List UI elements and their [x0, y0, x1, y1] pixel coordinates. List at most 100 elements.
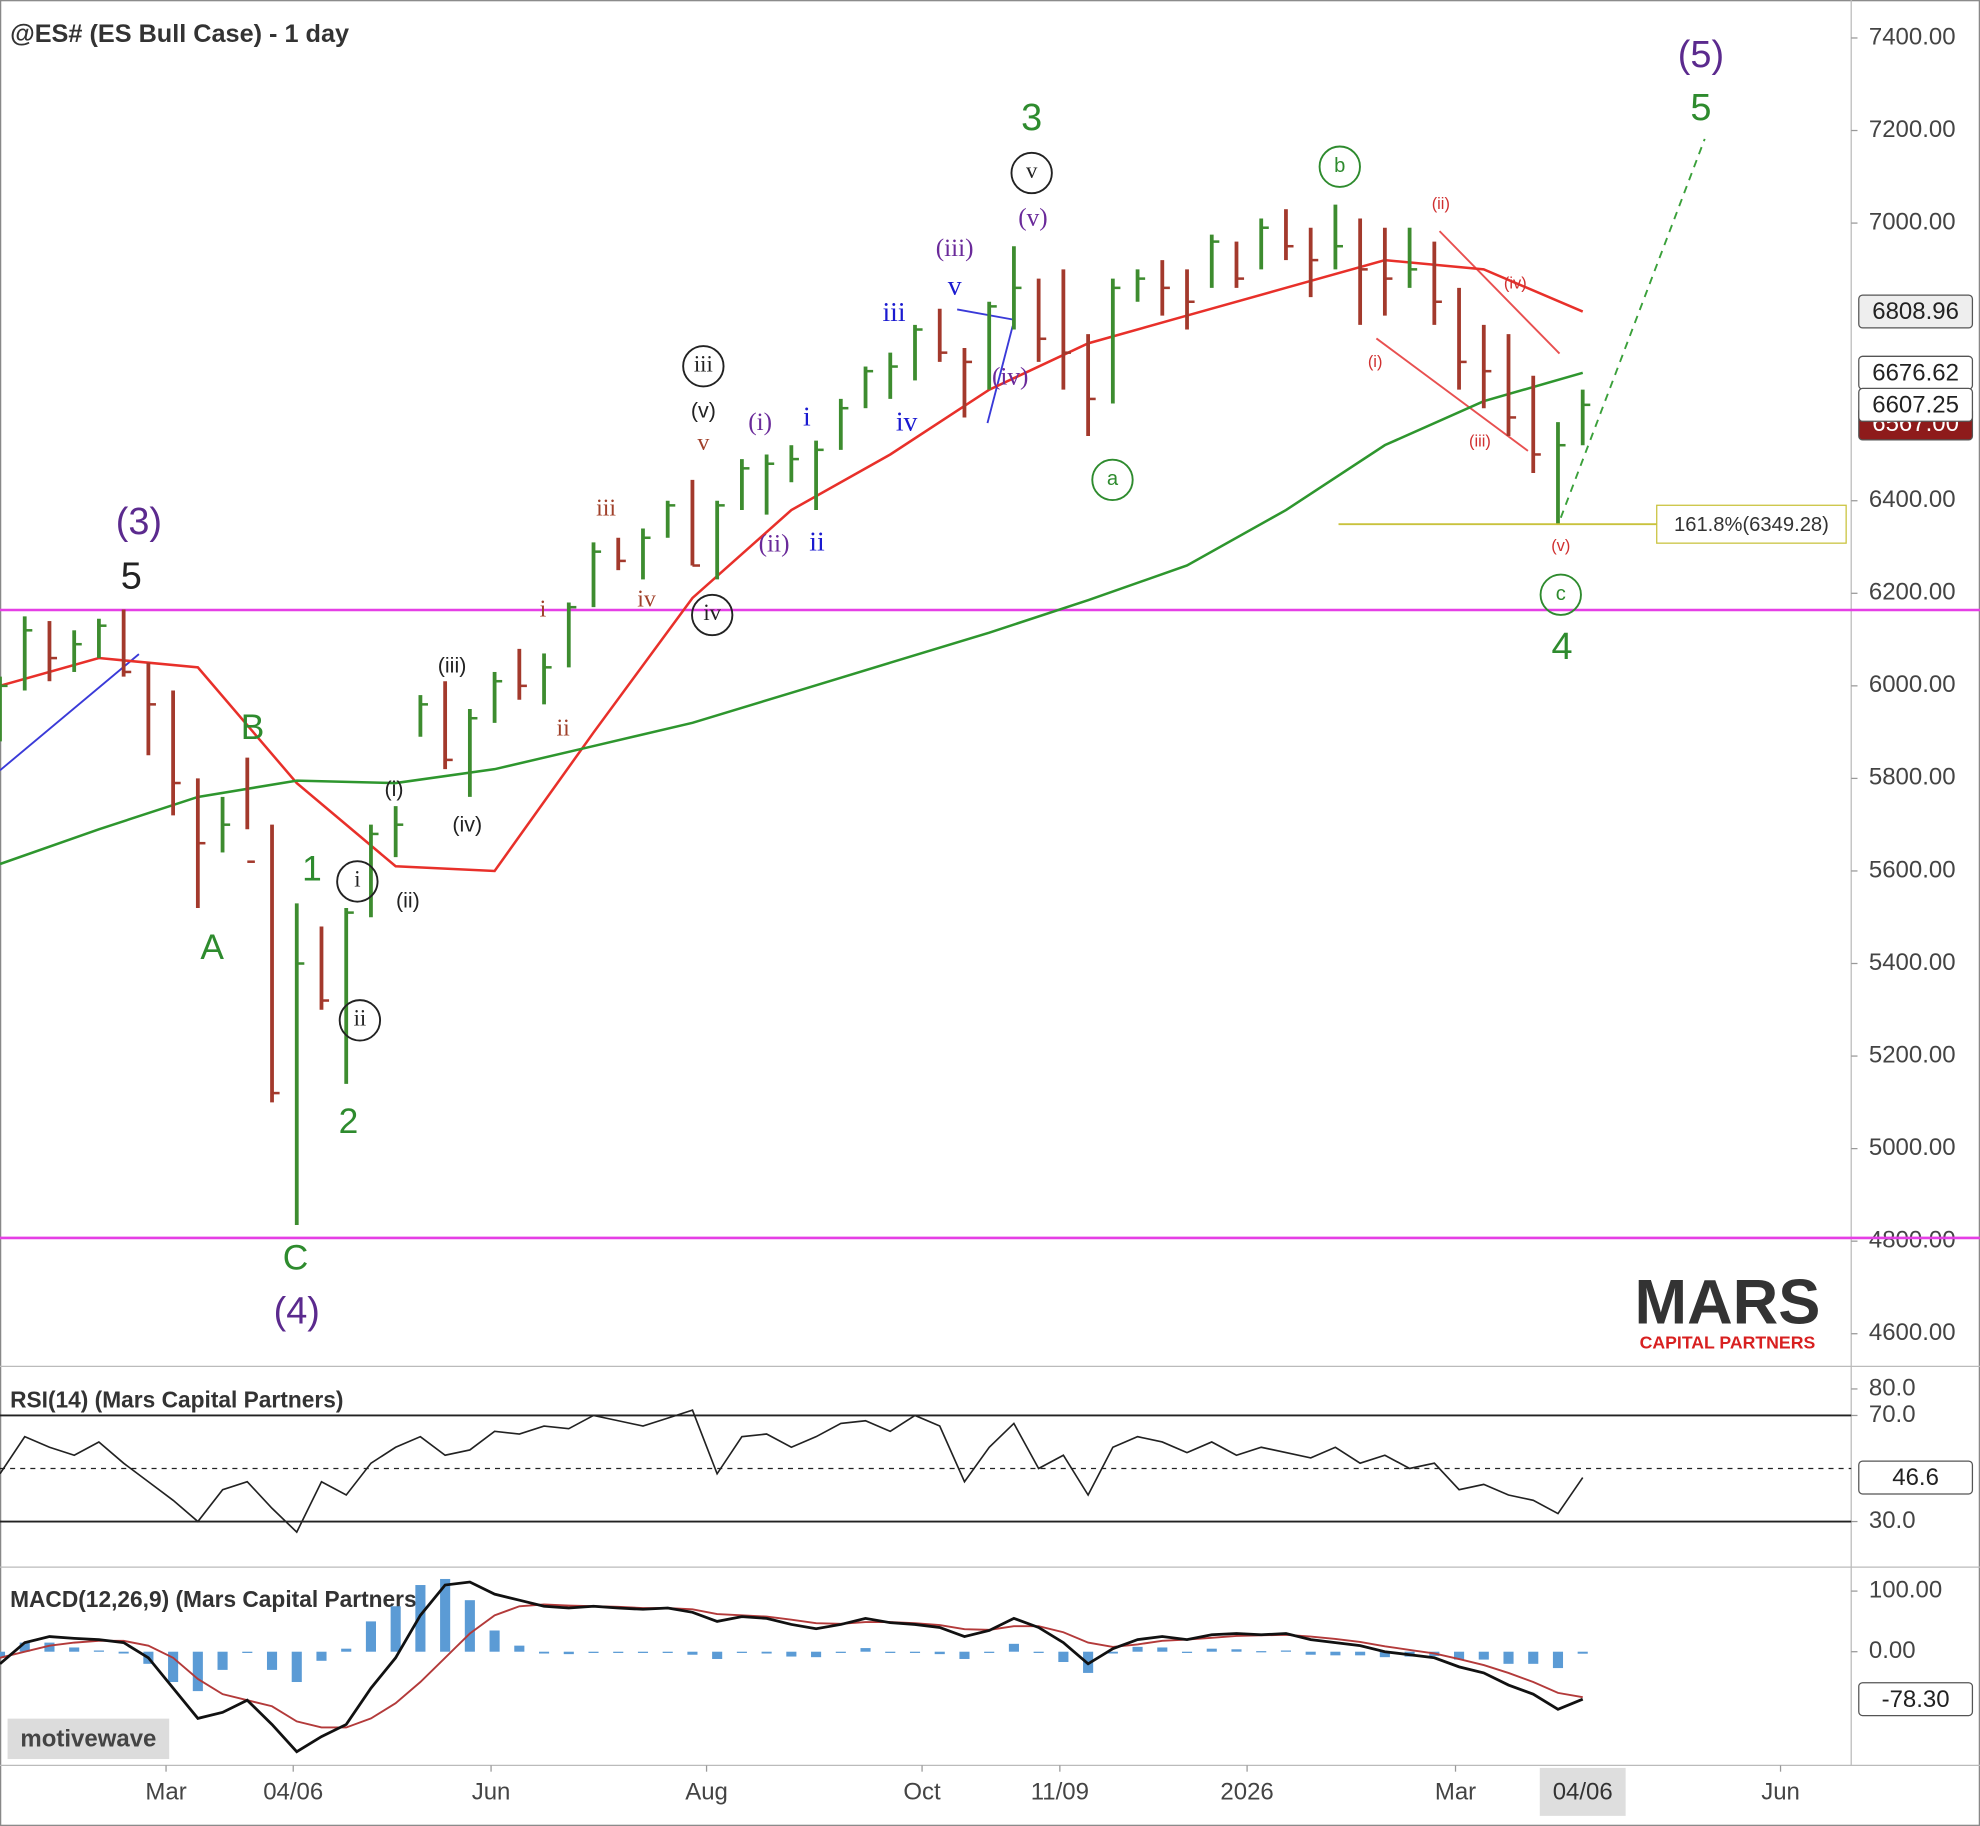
histogram-bar [1231, 1649, 1242, 1652]
y-tick-label: 4800.00 [1869, 1227, 1956, 1254]
wave-label: 1 [302, 850, 322, 889]
histogram-bar [1379, 1651, 1390, 1658]
wave-label: iii [596, 496, 616, 522]
y-tick-label: 6200.00 [1869, 579, 1956, 606]
wave-circle [1091, 458, 1134, 502]
x-tick-label: Mar [145, 1778, 186, 1805]
wave-label: 2 [339, 1102, 359, 1141]
wave-label: c [1556, 583, 1566, 605]
price-label: 46.6 [1892, 1464, 1939, 1491]
wave-circle [338, 999, 382, 1042]
y-tick-label: 6000.00 [1869, 671, 1956, 698]
wave-label: v [948, 270, 962, 301]
histogram-bar [835, 1651, 846, 1653]
wave-circle [1010, 151, 1053, 195]
histogram-bar [19, 1642, 30, 1652]
rsi-line [0, 1409, 1584, 1534]
fib-label: 161.8%(6349.28) [1674, 514, 1829, 536]
wave-label: ii [354, 1006, 367, 1031]
histogram-bar [687, 1651, 698, 1655]
histogram-bar [885, 1651, 896, 1653]
histogram-bar [168, 1651, 179, 1683]
wave-circle [336, 860, 379, 903]
histogram-bar [1330, 1651, 1341, 1656]
histogram-bar [539, 1651, 550, 1654]
histogram-bar [514, 1645, 525, 1652]
histogram-bar [984, 1651, 995, 1653]
histogram-bar [934, 1651, 945, 1655]
watermark: motivewave [20, 1725, 156, 1752]
wave-label: iv [896, 407, 918, 438]
histogram-bar [316, 1651, 327, 1661]
wave-label: v [1026, 158, 1038, 183]
x-tick-label: Jun [472, 1778, 511, 1805]
projection-line [1559, 138, 1706, 519]
wave-label: v [697, 430, 709, 456]
wave-label: ii [809, 527, 825, 558]
histogram-bar [1355, 1651, 1366, 1656]
histogram-bar [341, 1648, 352, 1652]
histogram-bar [909, 1651, 921, 1653]
wedge-line [1438, 230, 1561, 355]
wave-label: (iv) [992, 363, 1028, 391]
histogram-bar [464, 1600, 475, 1652]
histogram-bar [1577, 1651, 1588, 1654]
wave-circle [1539, 573, 1582, 616]
histogram-bar [1132, 1646, 1143, 1652]
wave-label: i [354, 867, 360, 892]
y-tick-label: 70.0 [1869, 1401, 1916, 1428]
trend-line [986, 325, 1014, 424]
price-label: 6808.96 [1872, 298, 1959, 325]
x-tick-label: Aug [685, 1778, 728, 1805]
trend-line [956, 308, 1013, 321]
histogram-bar [1256, 1651, 1267, 1653]
wave-label: 5 [1690, 87, 1711, 129]
histogram-bar [1280, 1650, 1291, 1652]
wave-label: ii [557, 715, 571, 741]
wave-label: (5) [1678, 34, 1724, 76]
histogram-bar [1206, 1648, 1217, 1652]
wave-label: (iii) [1469, 432, 1491, 450]
histogram-bar [811, 1651, 822, 1658]
wave-label: (v) [691, 398, 716, 422]
price-label: -78.30 [1882, 1686, 1950, 1713]
histogram-bar [662, 1651, 673, 1653]
wedge-line [1375, 337, 1529, 452]
wave-label: iii [882, 297, 905, 328]
histogram-bar [1454, 1651, 1465, 1660]
wave-label: (iv) [1504, 274, 1527, 292]
wave-label: (iv) [452, 813, 482, 837]
y-tick-label: 7200.00 [1869, 116, 1956, 143]
wave-label: C [283, 1239, 309, 1278]
y-tick-label: 5800.00 [1869, 764, 1956, 791]
histogram-bar [242, 1651, 253, 1653]
wave-label: iii [694, 351, 713, 376]
wave-label: iv [637, 587, 656, 613]
histogram-bar [192, 1651, 203, 1692]
histogram-bar [44, 1642, 55, 1652]
wave-label: B [241, 708, 265, 747]
histogram-bar [786, 1651, 797, 1657]
moving-average [0, 371, 1584, 866]
histogram-bar [1008, 1643, 1019, 1652]
histogram-bar [1528, 1651, 1539, 1664]
wave-label: 4 [1551, 626, 1572, 668]
wave-label: a [1107, 468, 1119, 490]
wave-label: (v) [1551, 537, 1570, 555]
price-label-box [1858, 1682, 1974, 1717]
price-label-box [1858, 1460, 1974, 1495]
wave-label: (v) [1018, 204, 1047, 232]
histogram-bar [390, 1606, 401, 1652]
wave-circle [682, 345, 725, 388]
y-tick-label: 0.00 [1869, 1637, 1916, 1664]
histogram-bar [860, 1648, 871, 1652]
wave-label: (4) [274, 1290, 320, 1332]
signal-line [0, 1603, 1583, 1729]
trend-line [0, 653, 140, 772]
histogram-bar [761, 1651, 772, 1654]
cursor-date: 04/06 [1553, 1778, 1613, 1805]
y-tick-label: 6400.00 [1869, 486, 1956, 513]
histogram-bar [1107, 1651, 1118, 1654]
histogram-bar [440, 1578, 451, 1652]
